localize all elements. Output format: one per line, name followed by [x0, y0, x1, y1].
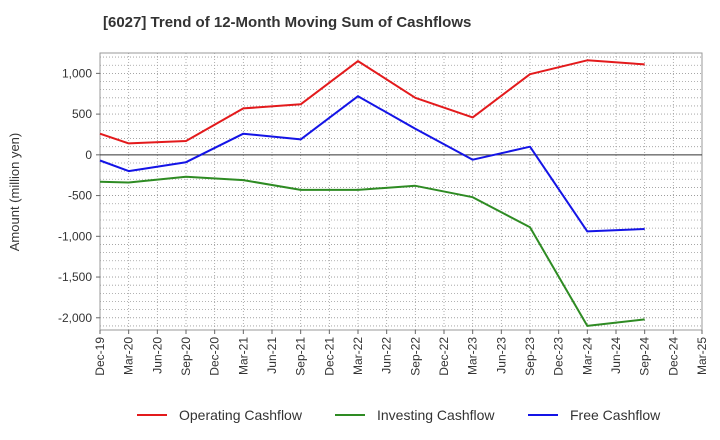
y-tick-label: 500	[72, 107, 92, 121]
x-tick-label: Jun-23	[494, 337, 508, 374]
series-line-free-cashflow	[99, 95, 645, 233]
x-tick-label: Jun-24	[609, 337, 623, 374]
x-tick-label: Mar-21	[236, 337, 250, 375]
y-tick-label: 1,000	[62, 66, 92, 80]
x-axis-ticks: Dec-19 Mar-20 Jun-20 Sep-20 Dec-20 Mar-21 Jun-…	[93, 330, 709, 376]
series-line-operating-cashflow	[99, 59, 645, 145]
y-tick-label: -1,500	[58, 270, 92, 284]
y-axis-label: Amount (million yen)	[7, 133, 22, 252]
series-line-investing-cashflow	[99, 175, 645, 327]
legend-item-investing: Investing Cashflow	[335, 404, 495, 426]
x-tick-label: Dec-19	[93, 337, 107, 376]
x-tick-label: Dec-20	[208, 337, 222, 376]
x-tick-label: Sep-24	[638, 337, 652, 376]
x-tick-label: Dec-22	[437, 337, 451, 376]
x-tick-label: Mar-22	[351, 337, 365, 375]
legend: Operating Cashflow Investing Cashflow Fr…	[0, 404, 720, 426]
x-tick-label: Jun-21	[265, 337, 279, 374]
legend-item-free: Free Cashflow	[528, 404, 660, 426]
x-tick-label: Sep-22	[408, 337, 422, 376]
y-tick-label: -1,000	[58, 229, 92, 243]
series-lines	[99, 59, 645, 327]
legend-label-investing: Investing Cashflow	[377, 407, 495, 423]
x-tick-label: Mar-20	[122, 337, 136, 375]
x-tick-label: Sep-20	[179, 337, 193, 376]
x-tick-label: Dec-21	[322, 337, 336, 376]
legend-item-operating: Operating Cashflow	[137, 404, 302, 426]
legend-label-free: Free Cashflow	[570, 407, 661, 423]
legend-label-operating: Operating Cashflow	[179, 407, 302, 423]
x-tick-label: Sep-21	[294, 337, 308, 376]
legend-swatch-investing	[335, 414, 365, 416]
grid	[100, 53, 702, 330]
x-tick-label: Mar-23	[466, 337, 480, 375]
x-tick-label: Sep-23	[523, 337, 537, 376]
x-tick-label: Jun-20	[150, 337, 164, 374]
chart-title: [6027] Trend of 12-Month Moving Sum of C…	[103, 14, 472, 31]
x-tick-label: Dec-23	[552, 337, 566, 376]
y-tick-label: 0	[85, 148, 92, 162]
y-tick-label: -500	[68, 189, 92, 203]
legend-swatch-operating	[137, 414, 167, 416]
plot-frame	[99, 52, 703, 331]
y-tick-label: -2,000	[58, 311, 92, 325]
x-tick-label: Mar-25	[695, 337, 709, 375]
x-tick-label: Mar-24	[580, 337, 594, 375]
x-tick-label: Dec-24	[666, 337, 680, 376]
x-tick-label: Jun-22	[380, 337, 394, 374]
y-axis-ticks: -2,000 -1,500 -1,000 -500 0 500 1,000	[58, 66, 100, 325]
legend-swatch-free	[528, 414, 558, 416]
